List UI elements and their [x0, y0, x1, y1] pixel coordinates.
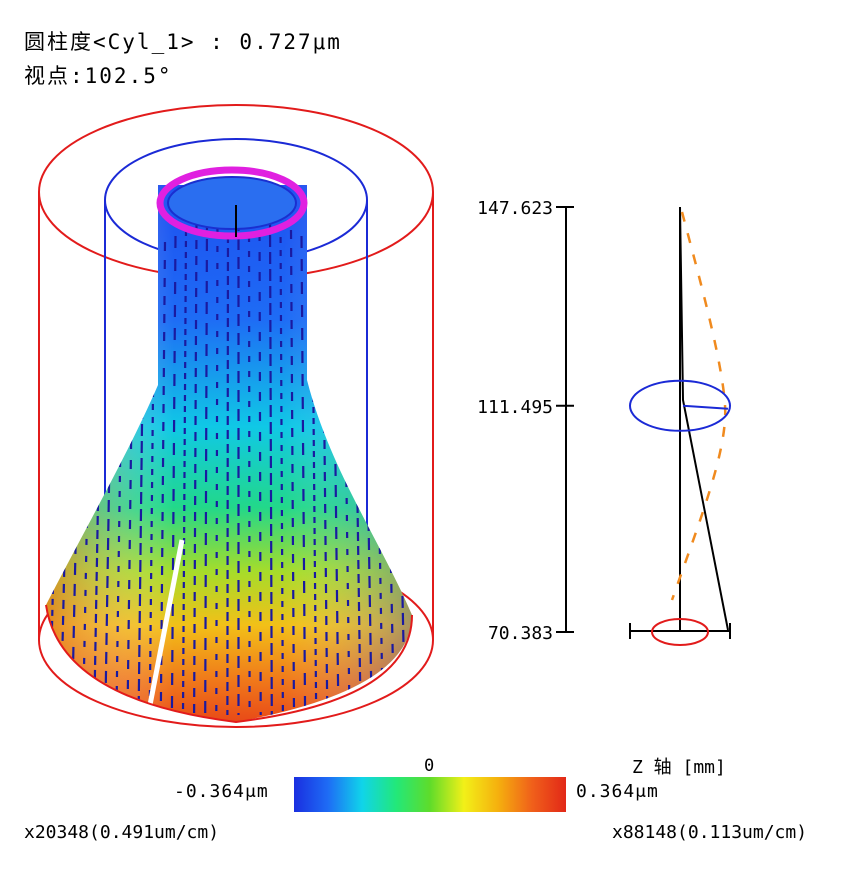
legend-zero-label: 0	[424, 756, 435, 776]
deviation-needle	[405, 295, 412, 716]
deviation-surface	[45, 166, 413, 724]
z-axis-tick-label: 111.495	[477, 397, 553, 418]
cylindricity-title: 圆柱度<Cyl_1> : 0.727μm	[24, 30, 342, 54]
surface-gap	[147, 539, 185, 706]
deviation-needle	[279, 223, 284, 716]
deviation-needle	[181, 229, 188, 716]
z-axis-label: Z 轴 [mm]	[632, 757, 726, 778]
z-axis-tick-label: 147.623	[477, 198, 553, 219]
deviation-needle	[159, 241, 167, 716]
deviation-needle	[226, 205, 230, 716]
deviation-needle	[48, 301, 62, 716]
cone-top-opening	[167, 176, 297, 230]
legend-color-bar	[294, 777, 566, 812]
deviation-needle	[342, 259, 351, 716]
profile-generatrix	[679, 206, 729, 631]
outer-bottom-front-arc	[45, 604, 413, 724]
cone-top-ring	[156, 166, 308, 240]
left-scale-label: x20348(0.491um/cm)	[24, 822, 220, 843]
deviation-needle	[331, 253, 340, 716]
viewpoint-label: 视点:102.5°	[24, 64, 173, 88]
z-axis-profile: 147.623 111.495 70.383	[477, 198, 731, 646]
deviation-needle	[258, 211, 262, 716]
right-scale-label: x88148(0.113um/cm)	[612, 822, 808, 843]
deviation-needle	[300, 235, 307, 716]
profile-bottom-section	[651, 618, 709, 646]
deviation-needle	[193, 223, 198, 716]
profile-deviation-dashed	[670, 211, 727, 601]
color-legend	[294, 777, 566, 812]
profile-mid-section	[629, 379, 731, 432]
deviation-needle	[321, 247, 329, 716]
deviation-needle	[104, 271, 114, 716]
z-axis-tick-label: 70.383	[488, 623, 553, 644]
profile-mid-radius	[682, 404, 729, 410]
deviation-needle	[247, 205, 251, 716]
deviation-needle	[363, 271, 373, 716]
deviation-needle	[126, 259, 135, 716]
legend-min-label: -0.364μm	[174, 781, 269, 802]
deviation-needle	[170, 235, 177, 716]
deviation-surface-shading	[46, 185, 412, 722]
legend-max-label: 0.364μm	[576, 781, 659, 802]
deviation-needle	[268, 217, 273, 716]
deviation-needle	[289, 229, 296, 716]
deviation-needle	[373, 277, 384, 716]
